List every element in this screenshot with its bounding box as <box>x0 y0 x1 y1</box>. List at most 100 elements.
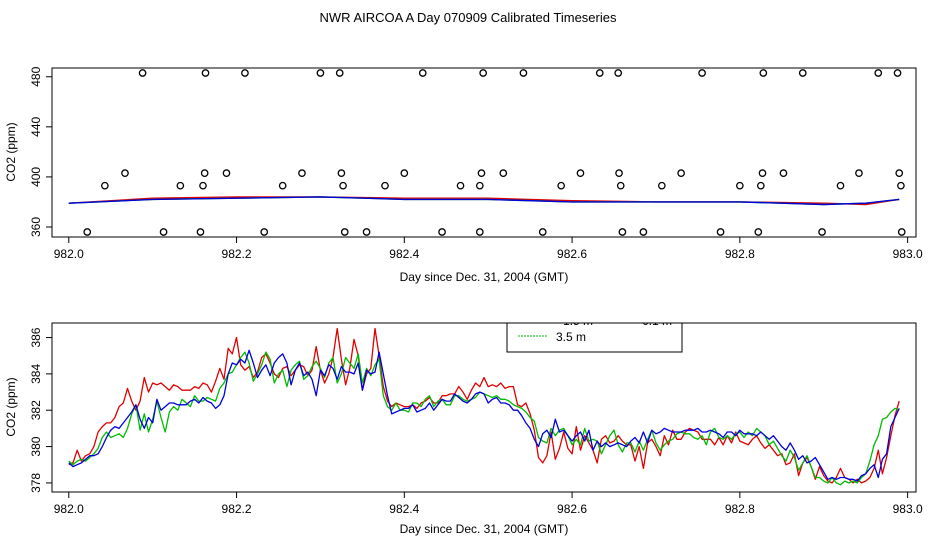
legend-label-1.5m: 1.5 m <box>563 314 593 328</box>
bottom-y-tick-label: 384 <box>29 364 43 384</box>
top-scatter-point <box>477 169 486 178</box>
top-scatter-point <box>897 228 906 236</box>
top-scatter-point <box>615 169 623 178</box>
bottom-y-axis: 378 380 382 384 386 <box>29 327 52 493</box>
bottom-y-tick-label: 386 <box>29 327 43 347</box>
top-scatter-point <box>418 69 427 77</box>
top-scatter-point <box>479 69 488 77</box>
top-scatter-point <box>618 228 627 236</box>
bottom-x-axis: 982.0 982.2 982.4 982.6 982.8 983.0 <box>54 492 923 516</box>
top-scatter-point <box>754 228 763 236</box>
bottom-y-tick-label: 378 <box>29 473 43 493</box>
top-scatter-point <box>340 228 349 236</box>
top-scatter-point <box>159 228 168 236</box>
legend-box <box>506 322 683 353</box>
top-scatter-point <box>874 69 883 77</box>
top-scatter-point <box>475 228 484 236</box>
top-x-tick-label: 982.2 <box>222 247 252 261</box>
top-x-tick-label: 982.8 <box>725 247 755 261</box>
top-x-axis: 982.0 982.2 982.4 982.6 982.8 983.0 <box>54 237 923 261</box>
top-scatter-point <box>595 69 604 77</box>
top-scatter-point <box>614 69 623 77</box>
bottom-x-axis-label: Day since Dec. 31, 2004 (GMT) <box>400 522 569 536</box>
top-series-group <box>68 196 900 206</box>
bottom-series-line-red <box>68 327 900 484</box>
top-x-tick-label: 982.0 <box>54 247 84 261</box>
top-scatter-point <box>475 181 484 190</box>
top-scatter-point <box>893 69 902 77</box>
top-scatter-point <box>677 169 685 178</box>
top-x-tick-label: 982.6 <box>557 247 587 261</box>
top-scatter-point <box>557 181 566 190</box>
top-y-axis: 360 400 440 480 <box>29 66 52 237</box>
bottom-panel: 982.0 982.2 982.4 982.6 982.8 983.0 378 380 382… <box>4 314 923 536</box>
page-title: NWR AIRCOA A Day 070909 Calibrated Times… <box>319 10 617 25</box>
top-panel: 982.0 982.2 982.4 982.6 982.8 983.0 360 400 440… <box>4 66 923 284</box>
top-scatter-point <box>337 169 346 178</box>
bottom-x-tick-label: 982.2 <box>222 502 252 516</box>
bottom-series-group <box>68 327 900 486</box>
bottom-series-line-green <box>68 351 900 486</box>
top-scatter-point <box>779 169 788 178</box>
bottom-y-tick-label: 380 <box>29 436 43 456</box>
top-scatter-point <box>339 181 347 190</box>
top-scatter-point <box>836 181 845 190</box>
top-scatter-point <box>798 69 807 77</box>
top-scatter-point <box>698 69 706 77</box>
top-x-tick-label: 983.0 <box>893 247 923 261</box>
top-scatter-group <box>83 69 906 236</box>
top-scatter-point <box>895 169 904 178</box>
bottom-x-tick-label: 982.8 <box>725 502 755 516</box>
top-scatter-point <box>298 169 306 178</box>
top-scatter-point <box>100 181 109 190</box>
legend: 3.5 m 1.5 m 6.1 m <box>506 314 683 353</box>
top-scatter-point <box>716 228 725 236</box>
top-plot-frame <box>51 67 917 238</box>
top-series-line-blue <box>68 196 900 206</box>
top-scatter-point <box>576 169 585 178</box>
bottom-x-tick-label: 982.6 <box>557 502 587 516</box>
legend-clipped-row: 1.5 m 6.1 m <box>563 314 672 328</box>
top-scatter-point <box>316 69 325 77</box>
bottom-plot-frame <box>51 322 917 493</box>
top-scatter-point <box>200 169 209 178</box>
top-y-tick-label: 400 <box>29 167 43 187</box>
top-scatter-point <box>758 169 767 178</box>
top-scatter-point <box>121 169 129 178</box>
bottom-series-line-blue <box>68 349 900 482</box>
bottom-x-tick-label: 982.4 <box>389 502 419 516</box>
top-scatter-point <box>855 169 863 178</box>
top-x-tick-label: 982.4 <box>389 247 419 261</box>
top-scatter-point <box>616 181 625 190</box>
top-scatter-point <box>260 228 269 236</box>
top-y-tick-label: 440 <box>29 117 43 137</box>
legend-label-6.1m: 6.1 m <box>642 314 672 328</box>
top-scatter-point <box>735 181 744 190</box>
top-scatter-point <box>639 228 648 236</box>
top-scatter-point <box>241 69 249 77</box>
top-scatter-point <box>335 69 344 77</box>
top-y-axis-label: CO2 (ppm) <box>4 122 18 181</box>
top-scatter-point <box>201 69 210 77</box>
top-scatter-point <box>759 69 768 77</box>
top-scatter-point <box>897 181 905 190</box>
top-y-tick-label: 480 <box>29 66 43 86</box>
top-scatter-point <box>138 69 147 77</box>
top-scatter-point <box>362 228 371 236</box>
bottom-y-axis-label: CO2 (ppm) <box>4 377 18 436</box>
top-scatter-point <box>222 169 231 178</box>
top-series-line-red <box>68 196 900 206</box>
top-scatter-point <box>438 228 446 236</box>
top-scatter-point <box>196 228 205 236</box>
top-scatter-point <box>199 181 207 190</box>
bottom-x-tick-label: 983.0 <box>893 502 923 516</box>
bottom-x-tick-label: 982.0 <box>54 502 84 516</box>
top-scatter-point <box>538 228 547 236</box>
legend-label-3.5m: 3.5 m <box>556 330 586 344</box>
top-scatter-point <box>381 181 389 190</box>
top-scatter-point <box>83 228 92 236</box>
top-scatter-point <box>657 181 666 190</box>
bottom-y-tick-label: 382 <box>29 400 43 420</box>
top-scatter-point <box>818 228 826 236</box>
